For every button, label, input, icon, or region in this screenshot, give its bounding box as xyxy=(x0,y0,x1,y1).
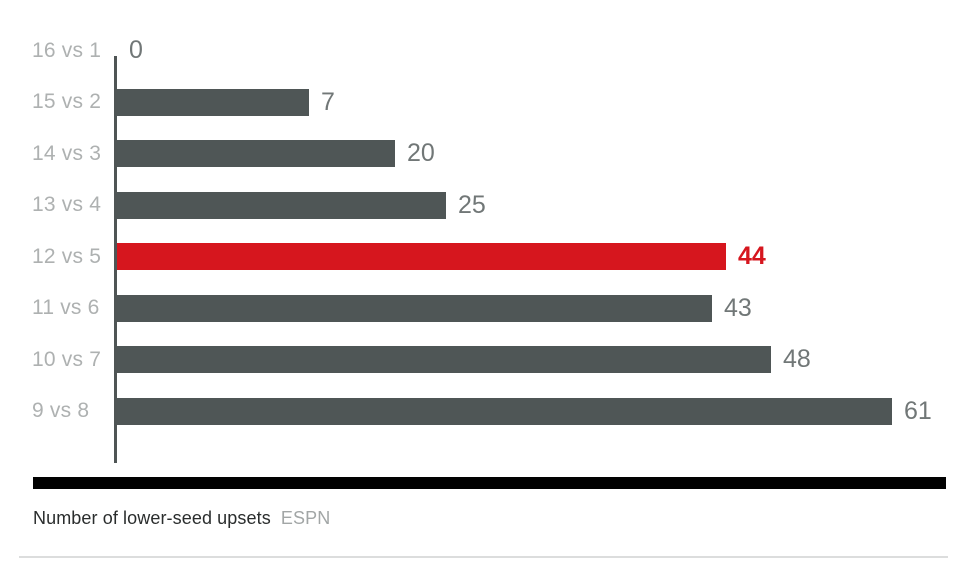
chart-row: 15 vs 2 7 xyxy=(0,77,980,129)
bar xyxy=(117,397,892,425)
bar-wrap: 25 xyxy=(117,180,486,232)
chart-row: 14 vs 3 20 xyxy=(0,128,980,180)
bar-wrap: 0 xyxy=(117,25,143,77)
value-label: 61 xyxy=(904,396,932,425)
caption-separator-band xyxy=(33,477,946,489)
value-label: 20 xyxy=(407,139,435,168)
category-label: 14 vs 3 xyxy=(32,141,102,165)
category-label: 10 vs 7 xyxy=(32,347,102,371)
bar xyxy=(117,88,309,116)
category-label: 11 vs 6 xyxy=(32,296,100,320)
bar-highlighted xyxy=(117,243,726,271)
chart-rows: 16 vs 1 0 15 vs 2 7 14 vs 3 20 13 vs 4 25 12 vs … xyxy=(0,25,980,437)
caption-source: ESPN xyxy=(280,508,331,528)
bar-wrap: 61 xyxy=(117,386,932,438)
bar xyxy=(117,294,712,322)
value-label: 43 xyxy=(724,293,752,322)
chart-caption: Number of lower-seed upsets ESPN xyxy=(33,508,330,529)
chart-row: 11 vs 6 43 xyxy=(0,283,980,335)
caption-text: Number of lower-seed upsets xyxy=(33,508,271,528)
chart-row: 9 vs 8 61 xyxy=(0,386,980,438)
category-label: 9 vs 8 xyxy=(32,399,90,423)
category-label: 12 vs 5 xyxy=(32,244,102,268)
chart-row: 12 vs 5 44 xyxy=(0,231,980,283)
chart-row: 10 vs 7 48 xyxy=(0,334,980,386)
value-label: 48 xyxy=(783,345,811,374)
bar-wrap: 20 xyxy=(117,128,435,180)
bar-wrap: 7 xyxy=(117,77,335,129)
category-label: 15 vs 2 xyxy=(32,90,102,114)
bottom-divider-line xyxy=(19,556,948,558)
bar xyxy=(117,346,771,374)
upsets-bar-chart: 16 vs 1 0 15 vs 2 7 14 vs 3 20 13 vs 4 25 12 vs … xyxy=(0,25,980,463)
chart-row: 13 vs 4 25 xyxy=(0,180,980,232)
bar-wrap: 43 xyxy=(117,283,752,335)
chart-row: 16 vs 1 0 xyxy=(0,25,980,77)
value-label: 0 xyxy=(129,36,143,65)
bar-wrap: 44 xyxy=(117,231,766,283)
value-label: 7 xyxy=(321,87,335,116)
y-axis-line xyxy=(114,56,117,463)
category-label: 16 vs 1 xyxy=(32,38,102,62)
bar xyxy=(117,140,395,168)
value-label: 44 xyxy=(738,242,766,271)
bar xyxy=(117,191,446,219)
value-label: 25 xyxy=(458,190,486,219)
category-label: 13 vs 4 xyxy=(32,193,102,217)
bar-wrap: 48 xyxy=(117,334,811,386)
